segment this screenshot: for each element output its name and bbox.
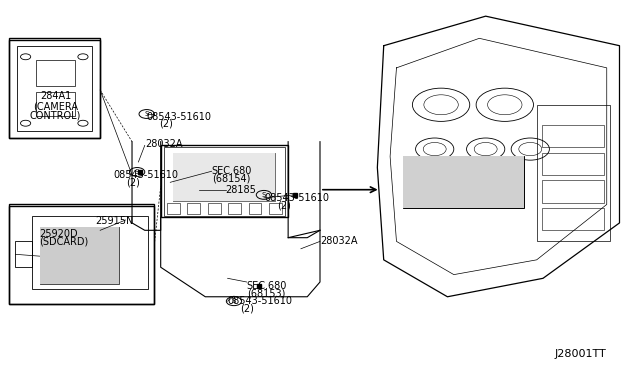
Text: 284A1: 284A1 (40, 90, 71, 100)
Text: SEC.680: SEC.680 (246, 281, 287, 291)
Text: 08543-51610: 08543-51610 (147, 112, 212, 122)
Text: S: S (262, 192, 266, 198)
Text: 08543-51610: 08543-51610 (264, 193, 329, 203)
Text: 25915N: 25915N (96, 216, 134, 226)
Text: CONTROL): CONTROL) (30, 111, 81, 121)
Text: 08543-51610: 08543-51610 (228, 296, 292, 306)
Text: 08543-51610: 08543-51610 (113, 170, 178, 180)
Text: (2): (2) (159, 119, 173, 129)
Text: (SDCARD): (SDCARD) (40, 236, 89, 246)
Text: (68153): (68153) (246, 288, 285, 298)
Text: 28032A: 28032A (145, 138, 182, 148)
Text: (2): (2) (125, 177, 140, 187)
FancyBboxPatch shape (403, 157, 524, 208)
Text: 28185: 28185 (226, 185, 257, 195)
Text: J28001TT: J28001TT (555, 349, 607, 359)
Text: (68154): (68154) (212, 174, 250, 184)
Text: (2): (2) (276, 200, 291, 210)
Text: 28032A: 28032A (320, 236, 358, 246)
Text: S: S (145, 111, 149, 117)
Text: 25920D: 25920D (40, 229, 78, 239)
FancyBboxPatch shape (40, 227, 119, 284)
Text: (2): (2) (241, 304, 254, 314)
Text: S: S (135, 169, 140, 175)
Text: S: S (232, 298, 236, 304)
Text: SEC.680: SEC.680 (212, 166, 252, 176)
Text: (CAMERA: (CAMERA (33, 102, 78, 112)
FancyBboxPatch shape (173, 153, 275, 201)
